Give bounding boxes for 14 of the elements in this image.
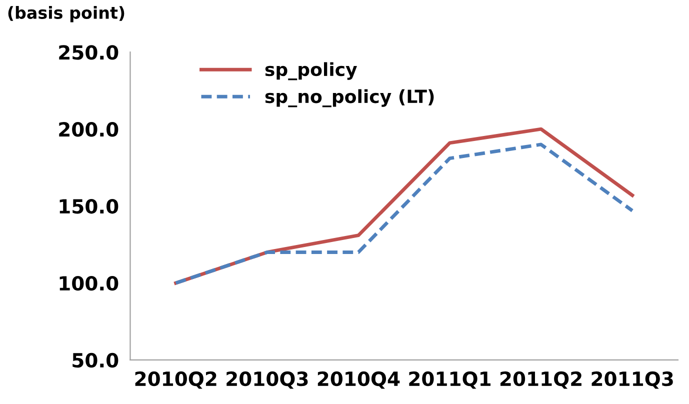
x-tick-label: 2011Q2 (500, 371, 582, 389)
x-tick-label: 2010Q4 (318, 371, 400, 389)
x-tick-label: 2011Q1 (409, 371, 490, 389)
x-tick-label: 2010Q2 (135, 371, 216, 389)
legend-label: sp_policy (265, 62, 357, 80)
y-tick-label: 50.0 (72, 352, 118, 368)
y-tick-label: 200.0 (59, 122, 118, 137)
y-tick-label: 150.0 (60, 198, 118, 214)
y-axis-title: (basis point) (8, 6, 124, 22)
x-tick-label: 2011Q3 (592, 371, 673, 389)
y-tick-label: 250.0 (59, 45, 118, 60)
x-tick-label: 2010Q3 (226, 371, 308, 389)
y-tick-label: 100.0 (60, 276, 118, 291)
legend-label: sp_no_policy (LT) (265, 89, 434, 108)
